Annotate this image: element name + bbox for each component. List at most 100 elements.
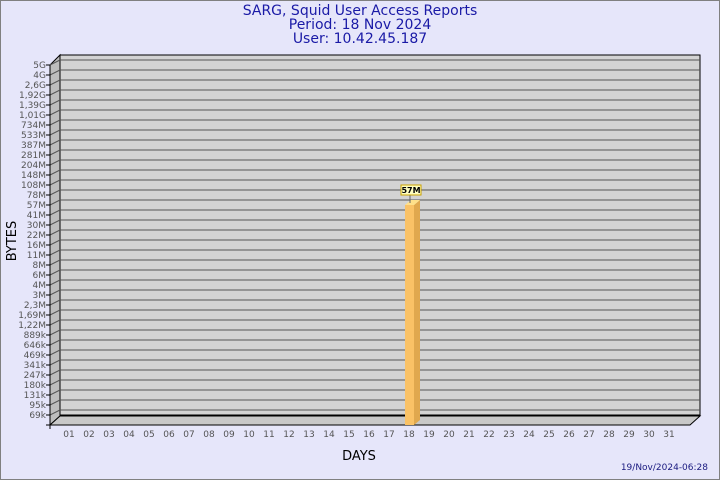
y-tick-label: 108M: [21, 181, 46, 191]
x-tick-label: 08: [203, 430, 215, 440]
y-tick-label: 69k: [29, 411, 46, 421]
x-tick-label: 19: [423, 430, 435, 440]
x-tick-label: 26: [563, 430, 575, 440]
gridline-wall: [49, 99, 61, 106]
y-tick-label: 30M: [27, 221, 46, 231]
y-tick-label: 646k: [24, 341, 47, 351]
y-tick-label: 180k: [24, 381, 47, 391]
y-tick-label: 148M: [21, 171, 46, 181]
y-tick-label: 889k: [24, 331, 47, 341]
x-tick-label: 30: [643, 430, 655, 440]
gridline-wall: [49, 389, 61, 396]
y-tick-label: 78M: [27, 191, 46, 201]
y-tick-label: 247k: [24, 371, 47, 381]
plot-floor: [48, 415, 702, 426]
y-tick-label: 1,69M: [18, 311, 46, 321]
gridline-wall: [49, 69, 61, 76]
y-tick-label: 131k: [24, 391, 47, 401]
gridline-wall: [49, 89, 61, 96]
x-tick-label: 01: [63, 430, 74, 440]
gridline-wall: [49, 219, 61, 226]
gridline-wall: [49, 289, 61, 296]
gridline-wall: [49, 239, 61, 246]
x-tick-label: 20: [443, 430, 455, 440]
gridline-wall: [49, 149, 61, 156]
y-tick-label: 6M: [33, 271, 47, 281]
y-tick-label: 341k: [24, 361, 47, 371]
y-tick-label: 4G: [33, 71, 46, 81]
gridline-wall: [49, 319, 61, 326]
gridline-wall: [49, 279, 61, 286]
y-tick-label: 4M: [33, 281, 47, 291]
y-tick-label: 8M: [33, 261, 47, 271]
y-tick-label: 11M: [27, 251, 46, 261]
x-tick-label: 10: [243, 430, 255, 440]
x-axis-label: DAYS: [342, 449, 376, 464]
y-tick-label: 5G: [33, 61, 46, 71]
y-tick-label: 16M: [27, 241, 46, 251]
x-tick-label: 02: [83, 430, 94, 440]
y-tick-label: 1,22M: [18, 321, 46, 331]
gridline-wall: [49, 249, 61, 256]
y-tick-label: 3M: [33, 291, 47, 301]
x-tick-label: 15: [343, 430, 354, 440]
bar-side: [414, 200, 420, 425]
x-tick-label: 25: [543, 430, 554, 440]
plot-back-wall: [59, 54, 701, 416]
data-label: 57M: [401, 186, 420, 195]
y-tick-label: 281M: [21, 151, 46, 161]
gridline-wall: [49, 209, 61, 216]
x-tick-label: 23: [503, 430, 514, 440]
gridline-wall: [49, 299, 61, 306]
x-tick-label: 13: [303, 430, 314, 440]
gridline-wall: [49, 79, 61, 86]
gridline-wall: [49, 139, 61, 146]
x-tick-label: 05: [143, 430, 154, 440]
y-tick-label: 95k: [29, 401, 46, 411]
x-tick-label: 14: [323, 430, 335, 440]
y-tick-label: 387M: [21, 141, 46, 151]
gridline-wall: [49, 369, 61, 376]
x-tick-label: 27: [583, 430, 594, 440]
y-tick-label: 1,01G: [19, 111, 46, 121]
x-tick-label: 21: [463, 430, 474, 440]
x-tick-label: 16: [363, 430, 375, 440]
y-tick-label: 22M: [27, 231, 46, 241]
x-tick-label: 11: [263, 430, 274, 440]
gridline-wall: [49, 179, 61, 186]
gridline-wall: [49, 59, 61, 66]
gridline-wall: [49, 109, 61, 116]
y-tick-label: 1,39G: [19, 101, 46, 111]
x-tick-label: 29: [623, 430, 635, 440]
y-tick-label: 469k: [24, 351, 47, 361]
bar-top: [405, 200, 420, 205]
x-tick-label: 24: [523, 430, 535, 440]
x-tick-label: 17: [383, 430, 394, 440]
x-tick-label: 07: [183, 430, 194, 440]
y-tick-label: 1,92G: [19, 91, 46, 101]
y-tick-label: 2,3M: [24, 301, 46, 311]
gridline-wall: [49, 119, 61, 126]
x-tick-label: 09: [223, 430, 235, 440]
y-tick-label: 41M: [27, 211, 46, 221]
chart-user: User: 10.42.45.187: [292, 31, 428, 47]
chart-period: Period: 18 Nov 2024: [288, 17, 432, 33]
gridline-wall: [49, 379, 61, 386]
y-axis-label: BYTES: [5, 221, 20, 262]
x-tick-label: 12: [283, 430, 294, 440]
gridline-wall: [49, 199, 61, 206]
x-tick-label: 03: [103, 430, 114, 440]
x-tick-label: 28: [603, 430, 615, 440]
y-tick-label: 533M: [21, 131, 46, 141]
gridline-wall: [49, 229, 61, 236]
y-tick-label: 204M: [21, 161, 46, 171]
x-tick-label: 18: [403, 430, 415, 440]
x-tick-label: 06: [163, 430, 175, 440]
generated-date: 19/Nov/2024-06:28: [621, 463, 708, 473]
x-tick-label: 04: [123, 430, 135, 440]
gridline-wall: [49, 329, 61, 336]
x-tick-label: 31: [663, 430, 674, 440]
gridline-wall: [49, 189, 61, 196]
x-tick-label: 22: [483, 430, 494, 440]
